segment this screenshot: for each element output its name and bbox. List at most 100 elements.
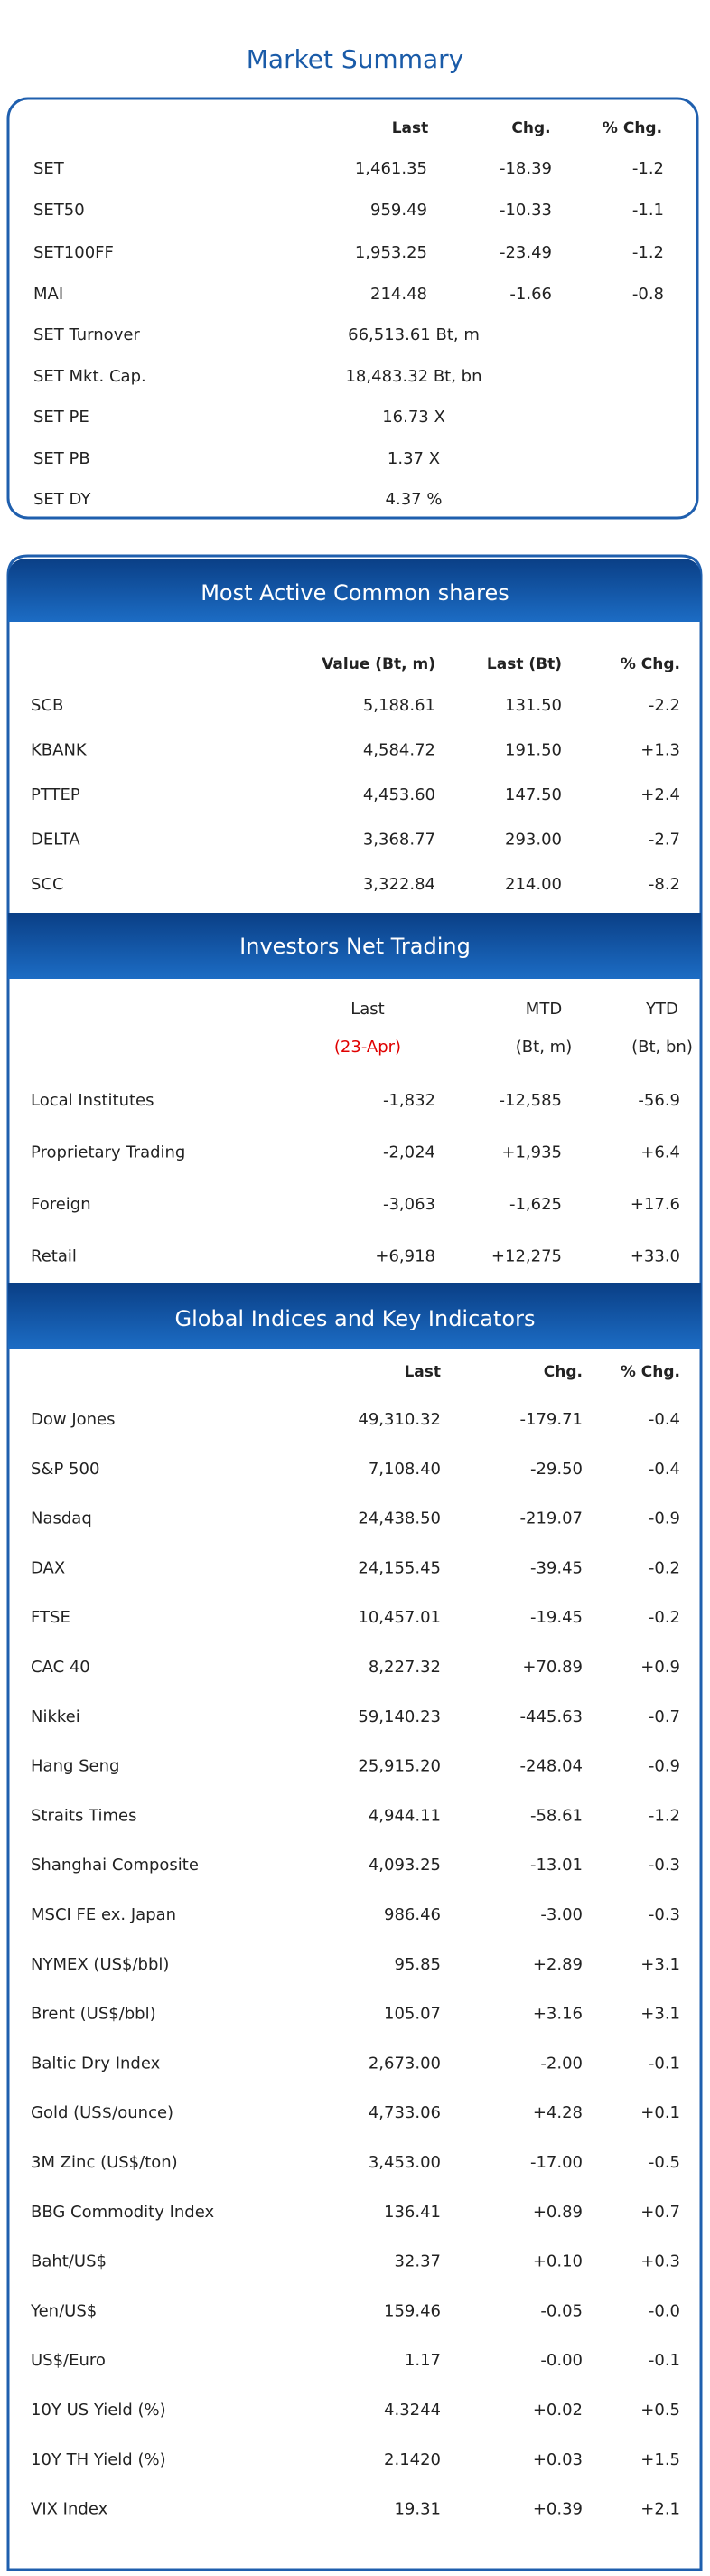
column-header: Value (Bt, m) (322, 655, 435, 673)
row-label: Baht/US$ (31, 2252, 107, 2271)
cell: 4,584.72 (363, 741, 435, 760)
cell: -0.5 (649, 2153, 680, 2172)
cell: -445.63 (520, 1707, 583, 1726)
row-label: Nikkei (31, 1707, 80, 1726)
row-label: Nasdaq (31, 1509, 92, 1528)
cell: 3,453.00 (369, 2153, 441, 2172)
market-summary-box (6, 97, 699, 520)
cell: -0.00 (540, 2351, 583, 2370)
cell: 3,368.77 (363, 831, 435, 850)
row-label: Proprietary Trading (31, 1143, 185, 1162)
cell: 16.73 X (382, 408, 445, 427)
column-header: Chg. (544, 1363, 583, 1381)
row-label: Gold (US$/ounce) (31, 2103, 173, 2122)
cell: 95.85 (394, 1955, 441, 1974)
cell: -1.2 (632, 159, 664, 178)
row-label: Baltic Dry Index (31, 2054, 161, 2073)
cell: -0.4 (649, 1460, 680, 1479)
row-label: SCB (31, 696, 63, 715)
column-header: Last (350, 1000, 385, 1019)
cell: -2.2 (649, 696, 680, 715)
cell: +12,275 (491, 1247, 562, 1266)
row-label: Brent (US$/bbl) (31, 2005, 156, 2024)
row-label: CAC 40 (31, 1658, 90, 1677)
cell: +70.89 (522, 1658, 583, 1677)
row-label: NYMEX (US$/bbl) (31, 1955, 169, 1974)
cell: +3.1 (640, 2005, 680, 2024)
column-subheader: (Bt, m) (516, 1038, 572, 1057)
row-label: 10Y US Yield (%) (31, 2401, 166, 2420)
cell: 4,453.60 (363, 785, 435, 804)
column-header: YTD (645, 1000, 678, 1019)
cell: 24,155.45 (358, 1558, 441, 1577)
cell: 18,483.32 Bt, bn (345, 367, 481, 386)
row-label: SET PE (33, 408, 89, 427)
cell: -2,024 (383, 1143, 435, 1162)
cell: -179.71 (520, 1410, 583, 1429)
row-label: SET PB (33, 449, 90, 468)
cell: 214.00 (505, 875, 562, 894)
cell: +0.3 (640, 2252, 680, 2271)
row-label: PTTEP (31, 785, 80, 804)
cell: -39.45 (530, 1558, 583, 1577)
row-label: Foreign (31, 1195, 91, 1214)
cell: +0.39 (533, 2500, 583, 2519)
row-label: BBG Commodity Index (31, 2203, 214, 2222)
cell: -3,063 (383, 1195, 435, 1214)
cell: -29.50 (530, 1460, 583, 1479)
cell: 131.50 (505, 696, 562, 715)
cell: -23.49 (500, 243, 552, 262)
cell: 7,108.40 (369, 1460, 441, 1479)
cell: +3.1 (640, 1955, 680, 1974)
cell: -13.01 (530, 1856, 583, 1875)
cell: 59,140.23 (358, 1707, 441, 1726)
row-label: Dow Jones (31, 1410, 116, 1429)
row-label: SET100FF (33, 243, 114, 262)
column-header: % Chg. (603, 119, 662, 137)
row-label: Local Institutes (31, 1091, 154, 1110)
row-label: Yen/US$ (30, 2301, 97, 2320)
cell: -10.33 (500, 201, 552, 220)
cell: 25,915.20 (358, 1757, 441, 1776)
column-header: Last (392, 119, 429, 137)
column-header: Last (404, 1363, 441, 1381)
cell: +3.16 (533, 2005, 583, 2024)
cell: 147.50 (505, 785, 562, 804)
cell: -12,585 (500, 1091, 562, 1110)
cell: 5,188.61 (363, 696, 435, 715)
cell: 4.37 % (386, 490, 443, 509)
cell: -0.1 (649, 2351, 680, 2370)
cell: -2.00 (540, 2054, 583, 2073)
row-label: SET50 (33, 201, 85, 220)
cell: 136.41 (384, 2203, 441, 2222)
cell: -3.00 (540, 1905, 583, 1924)
row-label: Straits Times (31, 1806, 137, 1825)
cell: +0.5 (640, 2401, 680, 2420)
cell: +17.6 (631, 1195, 680, 1214)
row-label: Retail (31, 1247, 77, 1266)
row-label: SET Turnover (33, 325, 140, 344)
cell: +2.1 (640, 2500, 680, 2519)
cell: 49,310.32 (358, 1410, 441, 1429)
cell: 1,461.35 (355, 159, 427, 178)
cell: 10,457.01 (358, 1608, 441, 1627)
row-label: SET DY (33, 490, 91, 509)
global-title: Global Indices and Key Indicators (175, 1306, 536, 1331)
cell: 4,944.11 (369, 1806, 441, 1825)
row-label: 3M Zinc (US$/ton) (31, 2153, 178, 2172)
column-header: % Chg. (621, 655, 680, 673)
cell: -0.05 (540, 2301, 583, 2320)
cell: +0.03 (533, 2450, 583, 2469)
cell: +1,935 (501, 1143, 562, 1162)
cell: +0.9 (640, 1658, 680, 1677)
investors-band (8, 913, 701, 979)
cell: +1.3 (640, 741, 680, 760)
cell: -1,832 (383, 1091, 435, 1110)
cell: -19.45 (530, 1608, 583, 1627)
cell: +2.4 (640, 785, 680, 804)
cell: 2,673.00 (369, 2054, 441, 2073)
column-subheader: (Bt, bn) (631, 1038, 693, 1057)
cell: +6,918 (375, 1247, 435, 1266)
cell: 214.48 (370, 285, 427, 304)
cell: +4.28 (533, 2103, 583, 2122)
